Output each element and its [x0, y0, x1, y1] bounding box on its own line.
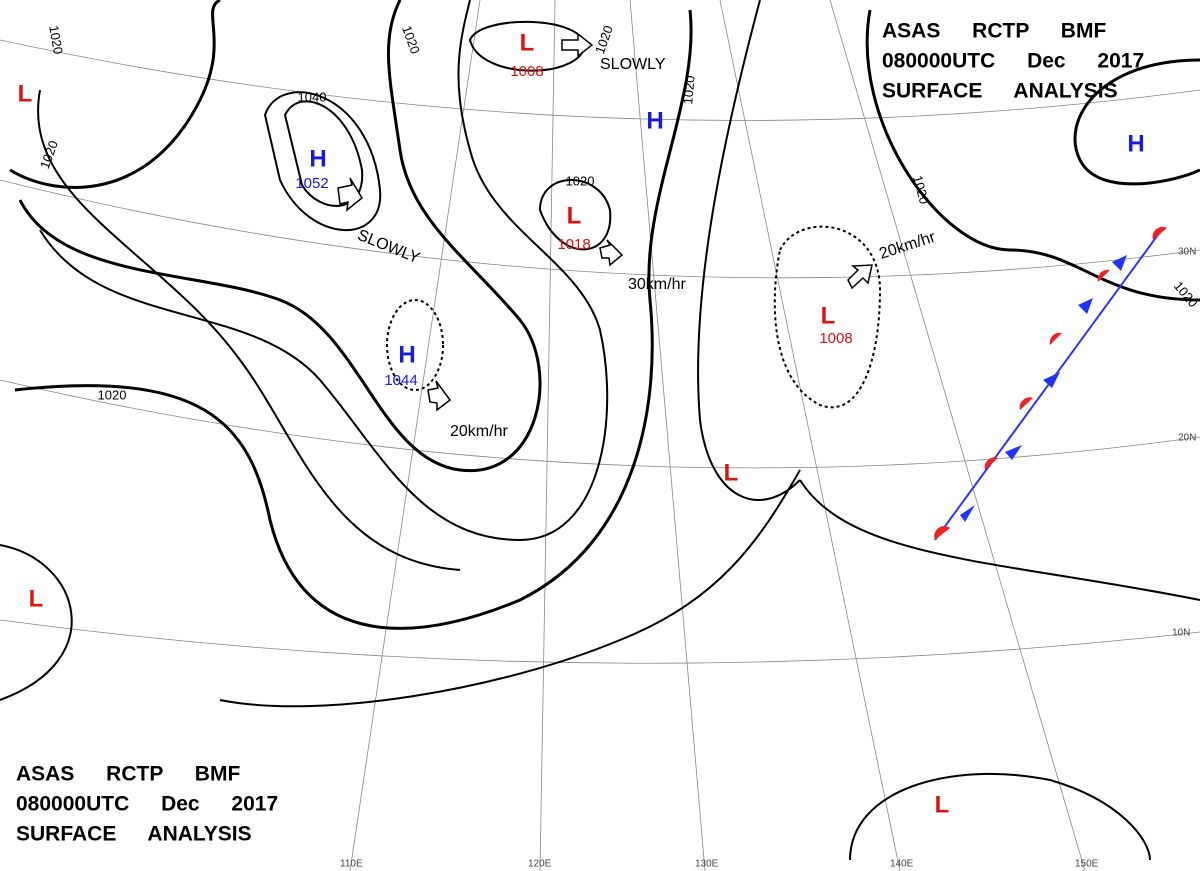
system-pressure: 1008 [510, 63, 543, 80]
longitude-label: 120E [528, 859, 552, 870]
latitude-label: 30N [1178, 247, 1196, 258]
pressure-systems: L H 1052 L 1008 H L 1018 H H 1044 L 1008… [18, 29, 1145, 818]
title-line: 080000UTC Dec 2017 [882, 50, 1144, 73]
system-pressure: 1052 [295, 175, 328, 192]
title-line: ASAS RCTP BMF [882, 20, 1106, 43]
movement-arrows [337, 32, 873, 412]
titles: ASAS RCTP BMF 080000UTC Dec 2017 SURFACE… [16, 20, 1144, 846]
system-pressure: 1018 [557, 236, 590, 253]
title-line: 080000UTC Dec 2017 [16, 793, 278, 816]
isobar-label: 1020 [46, 24, 66, 55]
longitude-label: 130E [695, 859, 719, 870]
movement-label: 30km/hr [628, 276, 686, 293]
isobar-label: 1020 [566, 173, 595, 188]
isobar-label: 1020 [98, 387, 127, 402]
system-pressure: 1008 [819, 330, 852, 347]
longitude-label: 110E [340, 859, 363, 870]
system-symbol: H [1127, 130, 1144, 157]
system-symbol: H [398, 341, 415, 368]
system-symbol: L [18, 80, 33, 107]
stationary-front [934, 226, 1167, 541]
system-symbol: L [567, 202, 582, 229]
movement-label: SLOWLY [600, 56, 666, 73]
title-line: SURFACE ANALYSIS [882, 80, 1118, 103]
system-symbol: L [724, 459, 739, 486]
system-pressure: 1044 [384, 372, 417, 389]
isobar-label: 1040 [298, 89, 327, 104]
movement-label: 20km/hr [450, 423, 508, 440]
latitude-label: 20N [1178, 433, 1196, 444]
system-symbol: H [309, 145, 326, 172]
system-symbol: H [646, 107, 663, 134]
longitude-label: 150E [1075, 859, 1099, 870]
latitude-label: 10N [1172, 628, 1190, 639]
system-symbol: L [520, 29, 535, 56]
title-line: ASAS RCTP BMF [16, 763, 240, 786]
system-symbol: L [29, 585, 44, 612]
title-line: SURFACE ANALYSIS [16, 823, 252, 846]
geo-labels: 30N 20N 10N 110E 120E 130E 140E 150E [340, 247, 1196, 870]
system-symbol: L [935, 791, 950, 818]
system-symbol: L [821, 302, 836, 329]
isobar-label: 1020 [910, 174, 932, 206]
isobar-label: 1020 [680, 75, 697, 105]
longitude-label: 140E [890, 859, 914, 870]
